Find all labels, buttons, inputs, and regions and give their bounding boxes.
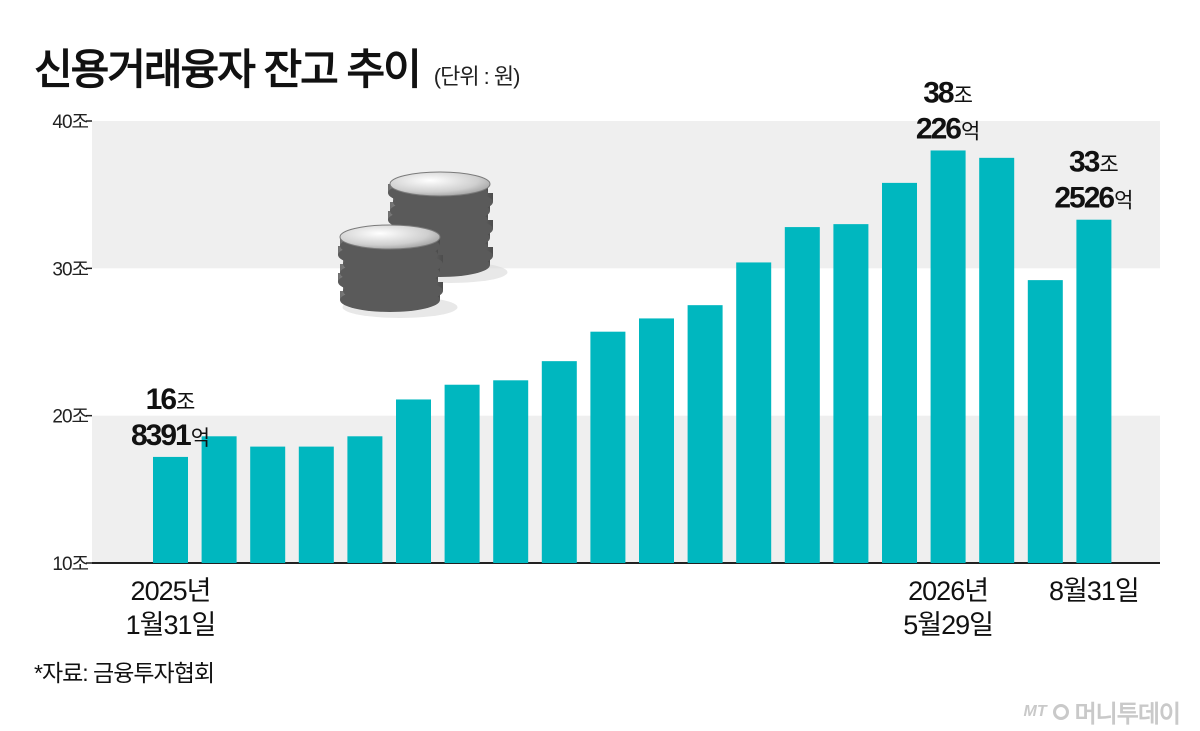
y-tick-label: 20조 <box>52 407 88 428</box>
unit-label: (단위 : 원) <box>433 64 521 89</box>
value-annotation: 33조 <box>1069 146 1119 179</box>
brand-logo-icon <box>1052 703 1069 720</box>
brand-name-text: 머니투데이 <box>1074 701 1181 728</box>
value-annotation-unit: 억 <box>1114 190 1133 213</box>
value-annotation-number: 226 <box>916 112 961 145</box>
bar <box>347 436 383 563</box>
bar <box>541 361 577 563</box>
coin-stack-illustration <box>338 171 508 319</box>
y-tick-label: 30조 <box>52 259 88 280</box>
x-tick-label: 8월31일 <box>1049 576 1139 606</box>
bar <box>250 446 286 563</box>
brand-mt-text: MT <box>1023 702 1047 720</box>
bar <box>590 331 626 563</box>
bar <box>687 305 723 563</box>
bar <box>639 318 674 563</box>
y-tick-label: 40조 <box>52 112 88 133</box>
bar <box>298 446 334 563</box>
bar <box>979 157 1015 564</box>
coin-top <box>339 224 441 250</box>
bar <box>396 399 431 563</box>
value-annotation-unit: 억 <box>191 427 210 450</box>
value-annotation-number: 16 <box>146 383 177 416</box>
chart-title: 신용거래융자 잔고 추이 <box>34 46 422 93</box>
bar <box>493 380 529 563</box>
bar <box>736 262 772 563</box>
bar <box>882 182 917 563</box>
value-annotation-unit: 조 <box>176 391 195 414</box>
x-tick-label: 1월31일 <box>126 610 216 640</box>
bar <box>444 384 480 563</box>
x-tick-label: 2026년 <box>908 576 988 606</box>
value-annotation-number: 33 <box>1069 146 1100 179</box>
y-tick-label: 10조 <box>52 554 88 575</box>
value-annotation-number: 2526 <box>1054 182 1114 215</box>
x-tick-label: 2025년 <box>131 576 211 606</box>
value-annotation: 8391억 <box>131 419 210 452</box>
bar <box>153 456 188 563</box>
bar <box>201 436 237 563</box>
bar <box>1076 219 1112 564</box>
value-annotation: 2526억 <box>1054 182 1133 215</box>
bar <box>833 224 869 563</box>
bar <box>784 227 820 563</box>
source-note: *자료: 금융투자협회 <box>34 660 215 686</box>
brand-watermark: MT 머니투데이 <box>1023 694 1181 729</box>
bar <box>930 150 966 563</box>
title-block: 신용거래융자 잔고 추이 (단위 : 원) <box>34 36 521 97</box>
bar <box>1027 280 1063 563</box>
value-annotation-unit: 조 <box>1099 154 1118 177</box>
value-annotation: 226억 <box>916 112 980 145</box>
value-annotation: 38조 <box>923 76 973 109</box>
value-annotation: 16조 <box>146 383 196 416</box>
value-annotation-unit: 억 <box>961 120 980 143</box>
value-annotation-unit: 조 <box>954 84 973 107</box>
value-annotation-number: 8391 <box>131 419 191 452</box>
value-annotation-number: 38 <box>923 76 954 109</box>
coin-top <box>389 171 491 197</box>
x-tick-label: 5월29일 <box>903 610 993 640</box>
